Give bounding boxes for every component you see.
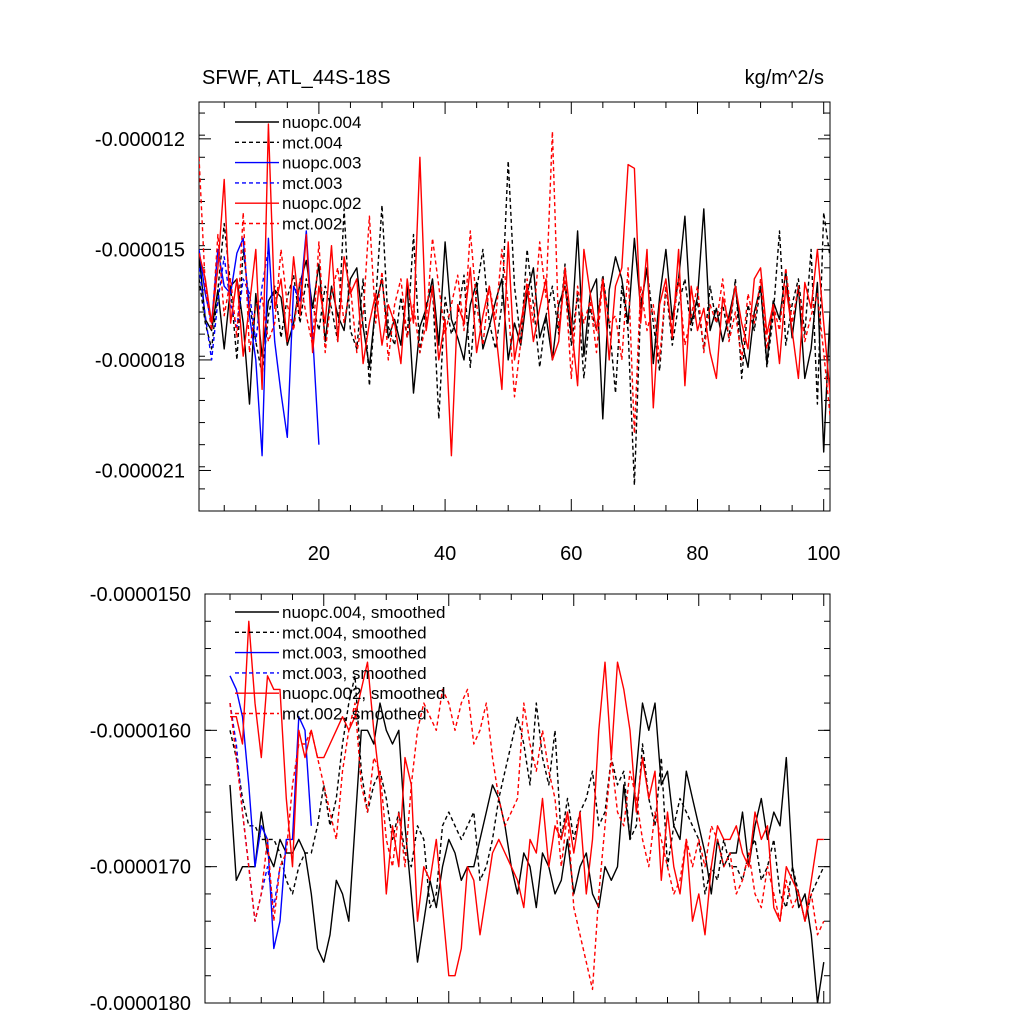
- legend-label: mct.003: [282, 174, 342, 193]
- series-line-mct-003: [199, 249, 270, 361]
- x-tick-label: 20: [308, 543, 330, 565]
- legend-label: mct.004: [282, 133, 342, 152]
- legend-label: nuopc.003: [282, 154, 361, 173]
- series-group: [199, 123, 830, 486]
- y-tick-label: -0.000012: [95, 129, 185, 151]
- legend-label: mct.003, smoothed: [282, 664, 427, 683]
- units-label: kg/m^2/s: [745, 67, 824, 89]
- legend-label: mct.004, smoothed: [282, 623, 427, 642]
- series-line-nuopc-002-smoothed: [230, 620, 824, 977]
- series-line-mct-004-smoothed: [229, 675, 825, 922]
- x-tick-label: 80: [686, 543, 708, 565]
- legend-label: nuopc.002, smoothed: [282, 684, 446, 703]
- chart-title: SFWF, ATL_44S-18S: [202, 67, 391, 89]
- series-line-mct-002-smoothed: [229, 688, 825, 991]
- x-tick-label: 100: [807, 543, 840, 565]
- plot-frame: [204, 593, 831, 1004]
- y-tick-label: -0.000015: [95, 239, 185, 261]
- series-line-mct-002: [199, 130, 830, 435]
- legend-label: mct.002, smoothed: [282, 705, 427, 724]
- y-tick-label: -0.0000180: [90, 993, 191, 1015]
- y-tick-label: -0.000021: [95, 460, 185, 482]
- y-tick-label: -0.0000170: [90, 857, 191, 879]
- legend-label: nuopc.004: [282, 113, 361, 132]
- bottom-panel: -0.0000150 -0.0000160 -0.0000170 -0.0000180…: [90, 584, 831, 1015]
- legend-label: mct.003, smoothed: [282, 644, 427, 663]
- y-tick-label: -0.0000150: [90, 584, 191, 606]
- x-tick-label: 60: [560, 543, 582, 565]
- x-tick-label: 40: [434, 543, 456, 565]
- series-group: [229, 620, 825, 1003]
- plot-frame: [198, 101, 831, 512]
- legend-label: nuopc.002: [282, 194, 361, 213]
- top-panel: -0.000012 -0.000015 -0.000018 -0.000021 20 40…: [95, 67, 840, 565]
- y-tick-label: -0.0000160: [90, 720, 191, 742]
- legend-label: nuopc.004, smoothed: [282, 603, 446, 622]
- legend-label: mct.002: [282, 215, 342, 234]
- y-tick-label: -0.000018: [95, 350, 185, 372]
- series-line-mct-004: [199, 160, 830, 486]
